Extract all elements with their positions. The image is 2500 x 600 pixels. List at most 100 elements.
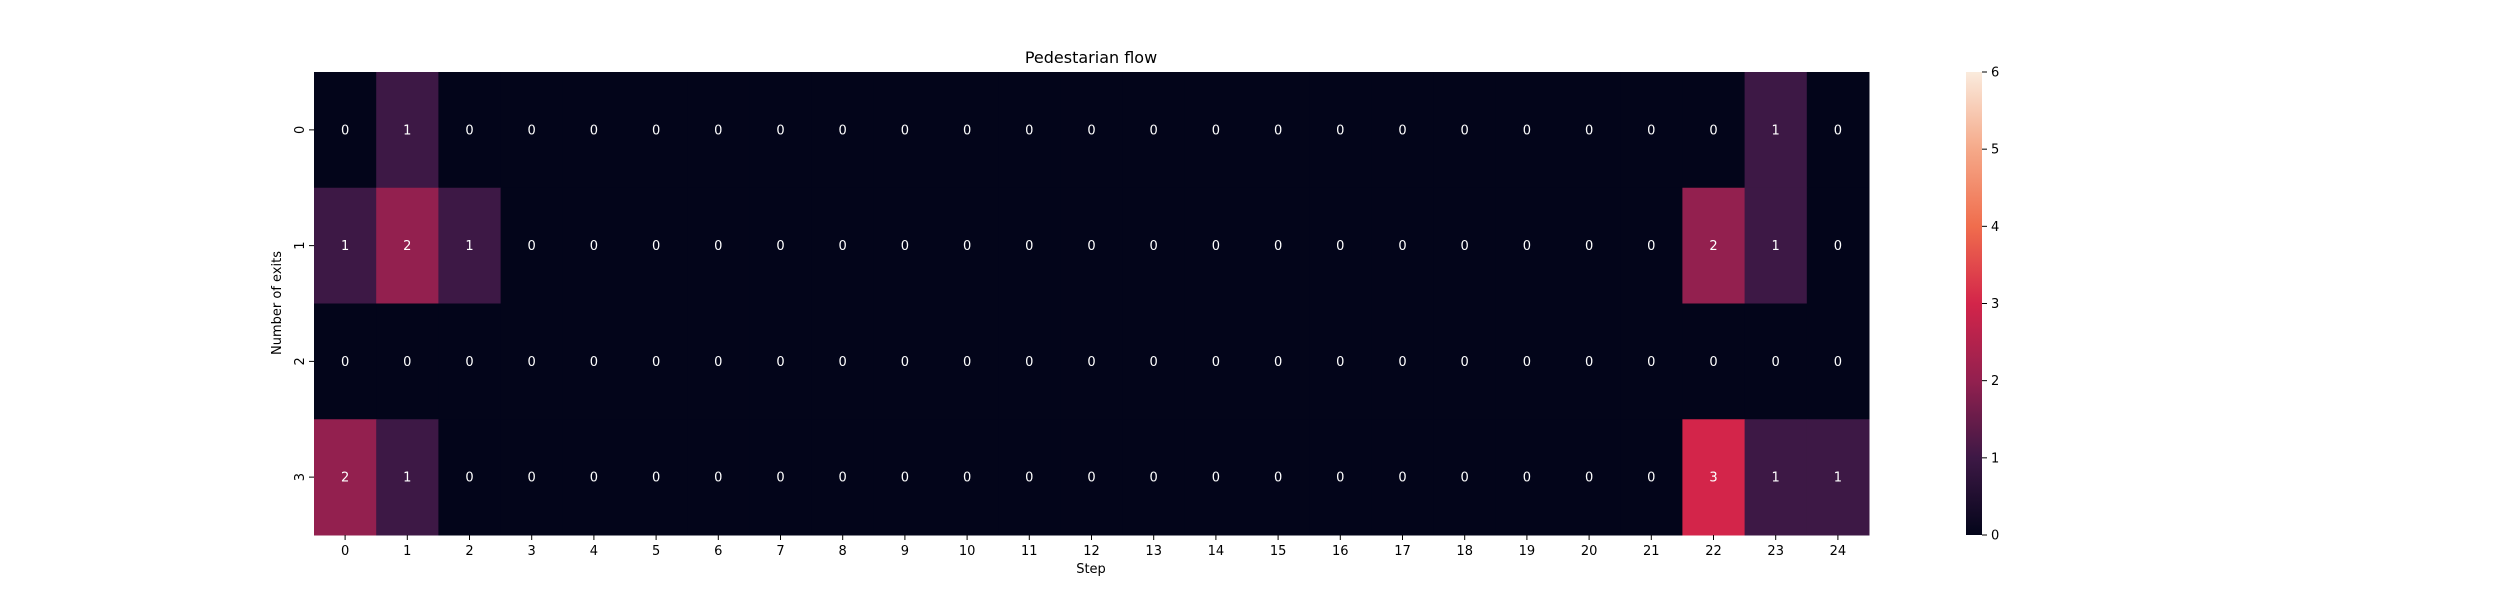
x-tick-label: 11 [1021, 544, 1038, 559]
cell-annotation: 0 [1523, 355, 1531, 370]
heatmap-cell [1495, 187, 1559, 304]
heatmap-cell [1433, 187, 1497, 304]
heatmap-cell [376, 303, 439, 420]
cell-annotation: 0 [1834, 239, 1842, 254]
x-tick-label: 7 [776, 544, 784, 559]
cell-annotation: 0 [963, 239, 971, 254]
heatmap-cell [1184, 419, 1248, 536]
cell-annotation: 0 [652, 355, 660, 370]
cell-annotation: 0 [776, 239, 784, 254]
cell-annotation: 0 [714, 471, 722, 486]
cell-annotation: 0 [1087, 123, 1095, 138]
colorbar-tick-label: 4 [1991, 220, 1999, 235]
heatmap-cell [1184, 72, 1248, 189]
heatmap-cell [998, 187, 1061, 304]
cell-annotation: 1 [1834, 471, 1842, 486]
heatmap-cell [500, 303, 564, 420]
heatmap-cell [1558, 303, 1621, 420]
heatmap-cell [314, 419, 377, 536]
heatmap-cell [1371, 419, 1435, 536]
cell-annotation: 3 [1709, 471, 1717, 486]
heatmap-cell [1060, 419, 1124, 536]
x-tick-label: 1 [403, 544, 411, 559]
heatmap-cell [936, 419, 999, 536]
x-tick-label: 2 [465, 544, 473, 559]
heatmap-cell [749, 187, 813, 304]
cell-annotation: 0 [1585, 355, 1593, 370]
cell-annotation: 0 [1461, 471, 1469, 486]
cell-annotation: 0 [839, 123, 847, 138]
heatmap-cell [1744, 72, 1808, 189]
heatmap-cell [625, 72, 688, 189]
cell-annotation: 0 [652, 239, 660, 254]
heatmap-cell [1122, 72, 1186, 189]
cell-annotation: 0 [1461, 239, 1469, 254]
y-tick-label: 0 [293, 126, 308, 134]
cell-annotation: 0 [1585, 471, 1593, 486]
heatmap-cell [936, 72, 999, 189]
cell-annotation: 1 [403, 471, 411, 486]
heatmap-cell [687, 72, 750, 189]
cell-annotation: 0 [1647, 471, 1655, 486]
heatmap-cell [562, 72, 626, 189]
cell-annotation: 0 [1274, 355, 1282, 370]
x-tick-label: 4 [590, 544, 598, 559]
colorbar [1966, 72, 1982, 535]
heatmap-cell [1744, 187, 1808, 304]
cell-annotation: 0 [1212, 123, 1220, 138]
y-axis: 0 1 2 3 [293, 126, 314, 481]
x-tick-label: 22 [1705, 544, 1722, 559]
cell-annotation: 0 [1274, 471, 1282, 486]
cell-annotation: 0 [901, 471, 909, 486]
cell-annotation: 1 [1772, 123, 1780, 138]
cell-annotation: 0 [1772, 355, 1780, 370]
cell-annotation: 0 [1834, 123, 1842, 138]
heatmap-cell [1122, 419, 1186, 536]
heatmap-cell [500, 419, 564, 536]
heatmap-cell [625, 419, 688, 536]
heatmap-cell [314, 72, 377, 189]
heatmap-cell [376, 187, 439, 304]
colorbar-tick-label: 0 [1991, 529, 1999, 544]
cell-annotation: 0 [839, 471, 847, 486]
heatmap-cell [1558, 419, 1621, 536]
cell-annotation: 0 [1585, 123, 1593, 138]
x-tick-label: 8 [839, 544, 847, 559]
heatmap-cell [562, 187, 626, 304]
cell-annotation: 0 [528, 239, 536, 254]
cell-annotation: 0 [901, 239, 909, 254]
x-tick-label: 18 [1456, 544, 1473, 559]
cell-annotation: 2 [341, 471, 349, 486]
cell-annotation: 1 [1772, 239, 1780, 254]
cell-annotation: 2 [403, 239, 411, 254]
x-tick-label: 17 [1394, 544, 1411, 559]
cell-annotation: 0 [341, 355, 349, 370]
x-tick-label: 10 [959, 544, 976, 559]
heatmap-cell [1433, 303, 1497, 420]
heatmap-cell [749, 72, 813, 189]
heatmap-cell [1620, 72, 1683, 189]
heatmap-cell [562, 419, 626, 536]
heatmap-cell [314, 187, 377, 304]
cell-annotation: 0 [1087, 355, 1095, 370]
heatmap-cell [1620, 187, 1683, 304]
cell-annotation: 1 [403, 123, 411, 138]
heatmap-cells: 0 1 0 0 0 0 0 0 0 0 0 0 0 0 0 0 0 0 0 0 0 0 0 1 0 1 2 1 0 0 0 0 0 0 0 0 0 0 0 0… [314, 72, 1870, 536]
cell-annotation: 1 [1772, 471, 1780, 486]
cell-annotation: 0 [341, 123, 349, 138]
y-axis-label: Number of exits [270, 251, 285, 355]
x-tick-label: 20 [1581, 544, 1598, 559]
cell-annotation: 0 [714, 355, 722, 370]
cell-annotation: 0 [590, 239, 598, 254]
y-tick-label: 3 [293, 473, 308, 481]
heatmap-cell [376, 419, 439, 536]
x-axis-label: Step [1076, 562, 1106, 577]
heatmap-cell [1495, 419, 1559, 536]
chart-title: Pedestarian flow [1025, 48, 1157, 67]
cell-annotation: 0 [776, 355, 784, 370]
cell-annotation: 0 [1461, 355, 1469, 370]
heatmap-cell [1744, 303, 1808, 420]
heatmap-cell [438, 303, 502, 420]
heatmap-cell [1495, 72, 1559, 189]
